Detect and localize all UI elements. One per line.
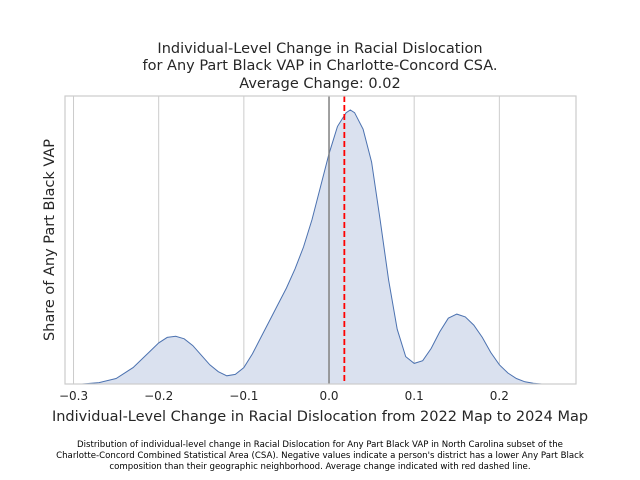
plot-frame — [64, 95, 577, 385]
x-axis-label: Individual-Level Change in Racial Disloc… — [52, 409, 588, 425]
density-area — [82, 110, 551, 384]
caption-line: composition than their geographic neighb… — [109, 462, 531, 473]
figure-caption: Distribution of individual-level change … — [10, 440, 630, 474]
density-line — [81, 109, 551, 385]
caption-line: Charlotte-Concord Combined Statistical A… — [56, 451, 584, 462]
x-tick-label: −0.1 — [229, 389, 258, 403]
chart-title-line-2: for Any Part Black VAP in Charlotte-Conc… — [142, 58, 497, 74]
y-axis-label: Share of Any Part Black VAP — [42, 139, 58, 341]
chart-title-line-1: Individual-Level Change in Racial Disloc… — [157, 41, 482, 57]
x-axis-ticks: −0.3 −0.2 −0.1 0.0 0.1 0.2 — [59, 389, 509, 403]
caption-line: Distribution of individual-level change … — [77, 440, 563, 450]
x-tick-label: 0.0 — [319, 389, 338, 403]
x-tick-label: −0.3 — [59, 389, 88, 403]
x-tick-label: −0.2 — [144, 389, 173, 403]
x-tick-label: 0.2 — [490, 389, 509, 403]
chart-title-line-3: Average Change: 0.02 — [239, 76, 400, 92]
x-tick-label: 0.1 — [405, 389, 424, 403]
